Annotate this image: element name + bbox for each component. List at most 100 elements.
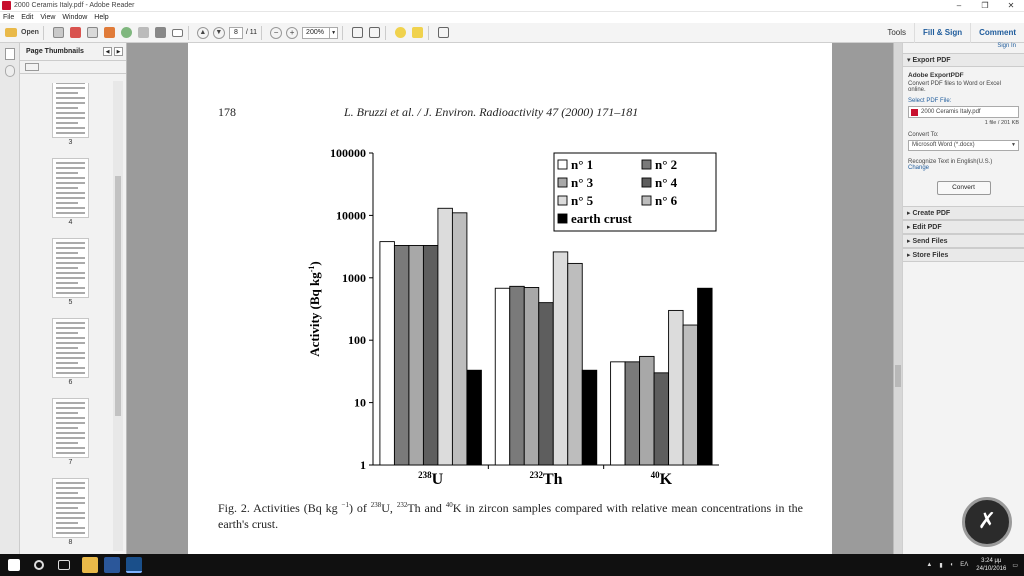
language-indicator[interactable]: ΕΛ: [960, 562, 969, 568]
menu-view[interactable]: View: [40, 14, 56, 21]
caption-sup: 40: [445, 501, 453, 509]
floating-assistant-widget[interactable]: ✗: [962, 497, 1012, 547]
selected-file-field[interactable]: 2000 Ceramis Italy.pdf: [908, 106, 1019, 118]
change-language-link[interactable]: Change: [908, 165, 930, 171]
store-files-section-header[interactable]: ▸ Store Files: [903, 248, 1024, 262]
network-icon[interactable]: ▮: [939, 562, 943, 569]
caption-text: ) of: [348, 501, 371, 515]
page-thumbnails-icon[interactable]: [4, 48, 15, 60]
caption-text: Fig. 2. Activities (Bq kg: [218, 501, 342, 515]
menu-help[interactable]: Help: [94, 14, 109, 21]
search-icon[interactable]: [34, 560, 44, 570]
minimize-button[interactable]: –: [956, 1, 962, 10]
prev-page-button[interactable]: ▲: [196, 26, 209, 39]
page-thumbnail[interactable]: [52, 478, 89, 538]
sticky-note-button[interactable]: [394, 26, 407, 40]
figure-caption: Fig. 2. Activities (Bq kg −1) of 238U, 2…: [218, 497, 803, 532]
y-axis-label: Activity (Bq kg-1): [307, 261, 322, 357]
menu-window[interactable]: Window: [62, 14, 88, 21]
cloud-button[interactable]: [120, 26, 133, 40]
highlight-button[interactable]: [411, 26, 424, 40]
toolbar-separator: [428, 25, 430, 40]
thumbnail-page-number: 7: [68, 459, 73, 466]
thumbnail-scrollbar[interactable]: [113, 81, 123, 551]
attachment-icon[interactable]: [4, 65, 15, 77]
caption-text: Th and: [407, 501, 446, 515]
scroll-thumb[interactable]: [115, 176, 121, 416]
edit-pdf-section-header[interactable]: ▸ Edit PDF: [903, 220, 1024, 234]
expand-panel-button[interactable]: ▶: [114, 47, 123, 56]
export-pdf-section-header[interactable]: ▾ Export PDF: [903, 53, 1024, 67]
page-thumbnail[interactable]: [52, 398, 89, 458]
bar: [466, 369, 482, 466]
maximize-button[interactable]: ❐: [981, 1, 989, 10]
chevron-up-icon[interactable]: ▲: [926, 562, 933, 568]
exportpdf-title: Adobe ExportPDF: [908, 72, 964, 79]
clock[interactable]: 3:24 μμ 24/10/2016: [976, 557, 1006, 573]
y-tick-label: 100: [348, 333, 366, 347]
save-button[interactable]: [137, 26, 150, 40]
email-button[interactable]: [171, 26, 184, 40]
next-page-button[interactable]: ▼: [212, 26, 225, 39]
bar: [552, 251, 569, 466]
comment-link[interactable]: Comment: [970, 23, 1024, 43]
tools-link[interactable]: Tools: [887, 28, 906, 37]
scroll-thumb[interactable]: [895, 365, 901, 387]
open-button[interactable]: Open: [5, 26, 39, 40]
fit-width-icon: [369, 27, 381, 38]
convert-format-select[interactable]: Microsoft Word (*.docx) ▼: [908, 140, 1019, 151]
task-view-icon[interactable]: [58, 560, 70, 570]
caption-sup: 238: [370, 501, 382, 509]
fit-page-button[interactable]: [351, 26, 364, 40]
zoom-out-button[interactable]: −: [270, 26, 283, 39]
x-tick-label: 238U: [418, 470, 444, 488]
edit-button[interactable]: [86, 26, 99, 40]
print-button[interactable]: [154, 26, 167, 40]
page-thumbnail[interactable]: [52, 83, 89, 138]
notification-icon[interactable]: ▭: [1012, 562, 1018, 569]
menu-file[interactable]: File: [3, 14, 15, 21]
close-button[interactable]: ✕: [1007, 1, 1015, 10]
page-thumbnail[interactable]: [52, 158, 89, 218]
caption-sup: 232: [396, 501, 408, 509]
folder-icon: [5, 28, 17, 37]
word-icon[interactable]: [104, 557, 120, 573]
windows-start-icon[interactable]: [8, 559, 20, 571]
export-button[interactable]: [103, 26, 116, 40]
caption-sup: −1: [341, 501, 349, 509]
toolbar-separator: [187, 25, 189, 40]
window-controls: – ❐ ✕: [946, 0, 1024, 12]
combine-button[interactable]: [69, 26, 82, 40]
send-files-section-header[interactable]: ▸ Send Files: [903, 234, 1024, 248]
menu-edit[interactable]: Edit: [21, 14, 34, 21]
thumbnail-options: [20, 61, 126, 74]
file-explorer-icon[interactable]: [82, 557, 98, 573]
page-thumbnail[interactable]: [52, 318, 89, 378]
assistant-icon: ✗: [977, 509, 997, 534]
toolbar: Open ▲ ▼ 8 / 11 − + 200% ▼ Tools Fill & S…: [0, 23, 1024, 43]
document-scrollbar[interactable]: [893, 43, 902, 554]
zoom-in-button[interactable]: +: [286, 26, 299, 39]
email-icon: [171, 28, 183, 37]
fill-sign-link[interactable]: Fill & Sign: [914, 23, 970, 43]
adobe-reader-taskbar-icon[interactable]: [126, 557, 142, 573]
legend-swatch: [557, 159, 568, 170]
page-number-input[interactable]: 8: [228, 26, 243, 39]
bar: [393, 244, 410, 466]
expand-button[interactable]: [437, 26, 450, 40]
volume-icon[interactable]: ◖: [949, 562, 954, 568]
create-pdf-section-header[interactable]: ▸ Create PDF: [903, 206, 1024, 220]
convert-button[interactable]: Convert: [936, 181, 991, 195]
page-thumbnail[interactable]: [52, 238, 89, 298]
create-pdf-button[interactable]: [52, 26, 65, 40]
collapse-panel-button[interactable]: ◀: [103, 47, 112, 56]
fit-width-button[interactable]: [368, 26, 381, 40]
sign-in-link[interactable]: Sign In: [997, 43, 1016, 49]
select-file-label: Select PDF File:: [908, 98, 952, 104]
thumbnail-page-number: 5: [68, 299, 73, 306]
export-pdf-body: Adobe ExportPDF Convert PDF files to Wor…: [903, 67, 1024, 206]
zoom-select[interactable]: 200% ▼: [302, 26, 339, 39]
chevron-down-icon: ▼: [1011, 142, 1016, 148]
options-menu-icon[interactable]: [25, 63, 39, 71]
legend-swatch: [557, 213, 568, 224]
